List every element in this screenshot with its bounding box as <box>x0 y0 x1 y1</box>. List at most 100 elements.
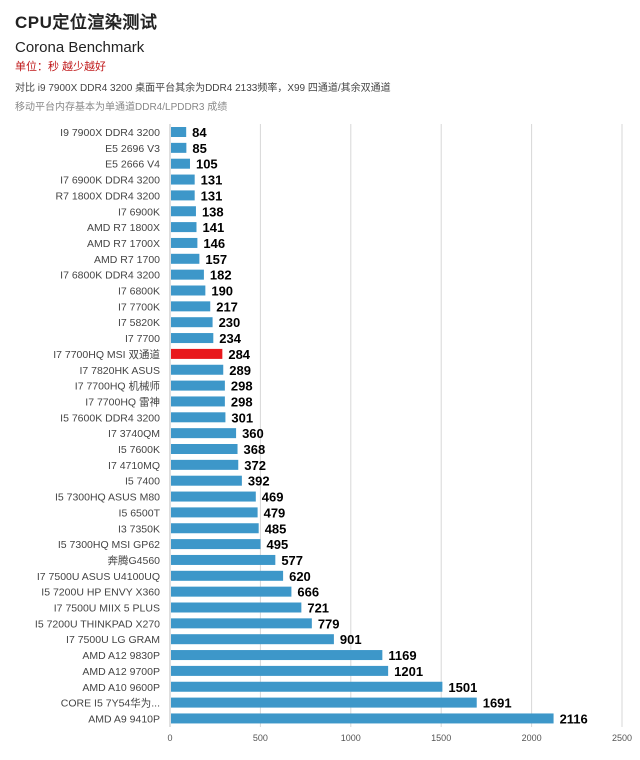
category-label: AMD R7 1700X <box>87 238 160 250</box>
category-label: I7 7700 <box>125 333 160 345</box>
test-note: 对比 i9 7900X DDR4 3200 桌面平台其余为DDR4 2133频率… <box>15 83 391 94</box>
category-label: I7 6900K DDR4 3200 <box>60 175 160 187</box>
value-label: 485 <box>265 521 287 536</box>
value-label: 182 <box>210 268 232 283</box>
value-label: 469 <box>262 490 284 505</box>
category-label: AMD R7 1800X <box>87 222 160 234</box>
bar <box>171 459 239 470</box>
bar <box>171 444 238 454</box>
value-label: 392 <box>248 474 270 489</box>
category-label: AMD A12 9700P <box>82 666 160 678</box>
bar <box>171 523 259 534</box>
value-label: 779 <box>318 616 340 631</box>
category-label: I5 7200U THINKPAD X270 <box>35 618 160 630</box>
chart-header: CPU定位渲染测试 Corona Benchmark 单位：秒 越少越好 对比 … <box>15 8 630 113</box>
value-label: 105 <box>196 157 218 172</box>
value-label: 1691 <box>483 696 512 711</box>
value-label: 298 <box>231 394 253 409</box>
category-label: I7 7820HK ASUS <box>79 365 160 377</box>
bar <box>171 269 204 280</box>
x-tick-label: 2500 <box>612 733 632 743</box>
x-tick-label: 1000 <box>341 733 361 743</box>
category-label: I7 7700HQ 雷神 <box>85 395 160 408</box>
value-label: 372 <box>244 458 266 473</box>
bar <box>171 586 292 597</box>
value-label: 146 <box>203 236 225 251</box>
value-label: 620 <box>289 569 311 584</box>
category-label: AMD A10 9600P <box>82 682 160 694</box>
category-label: I5 7200U HP ENVY X360 <box>41 587 160 599</box>
chart-subtitle: Corona Benchmark <box>15 39 145 56</box>
bar <box>171 253 200 264</box>
value-label: 1169 <box>388 648 416 663</box>
category-label: I7 6800K DDR4 3200 <box>60 270 160 282</box>
category-label: I5 7300HQ ASUS M80 <box>55 492 160 504</box>
category-label: I7 7700HQ MSI 双通道 <box>53 348 160 361</box>
bar <box>171 348 223 359</box>
value-label: 289 <box>229 363 251 378</box>
bar <box>171 570 284 581</box>
value-label: 131 <box>201 188 223 203</box>
value-label: 1501 <box>448 680 477 695</box>
category-label: R7 1800X DDR4 3200 <box>56 190 161 202</box>
category-label: AMD A12 9830P <box>82 650 160 662</box>
value-label: 301 <box>231 410 253 425</box>
bar <box>171 333 214 344</box>
value-label: 2116 <box>560 711 588 726</box>
bar <box>171 317 213 328</box>
value-label: 360 <box>242 426 264 441</box>
bar <box>171 174 195 185</box>
value-label: 85 <box>192 141 206 156</box>
category-label: E5 2696 V3 <box>105 143 160 155</box>
category-label: I7 3740QM <box>108 428 160 440</box>
value-label: 368 <box>244 442 266 457</box>
value-label: 141 <box>202 220 224 235</box>
unit-note: 单位：秒 越少越好 <box>15 61 107 73</box>
bar <box>171 554 276 565</box>
value-label: 217 <box>216 299 238 314</box>
x-tick-label: 0 <box>167 733 172 743</box>
category-label: I5 6500T <box>119 507 161 519</box>
bar <box>171 190 195 201</box>
x-tick-label: 1500 <box>431 733 451 743</box>
value-label: 284 <box>228 347 250 362</box>
bar <box>171 127 187 137</box>
category-label: AMD A9 9410P <box>88 713 160 725</box>
category-label: I5 7400 <box>125 476 160 488</box>
value-label: 234 <box>219 331 241 346</box>
category-label: AMD R7 1700 <box>94 254 160 266</box>
bar <box>171 396 225 407</box>
bar <box>171 697 477 708</box>
bar <box>171 491 256 502</box>
category-label: I7 7500U LG GRAM <box>66 634 160 646</box>
bar <box>171 475 242 486</box>
bar <box>171 206 196 217</box>
x-tick-label: 500 <box>253 733 268 743</box>
value-label: 298 <box>231 379 253 394</box>
category-label: 奔腾G4560 <box>107 554 160 567</box>
value-label: 138 <box>202 204 224 219</box>
bar <box>171 364 224 375</box>
value-label: 84 <box>192 125 207 140</box>
bar <box>171 237 198 248</box>
value-label: 721 <box>307 601 329 616</box>
bar <box>171 222 197 233</box>
bar <box>171 380 225 391</box>
category-label: I7 7700HQ 机械师 <box>75 380 160 393</box>
category-label: I7 6800K <box>118 286 160 298</box>
x-tick-label: 2000 <box>522 733 542 743</box>
bar <box>171 507 258 518</box>
bar <box>171 634 334 645</box>
mobile-note: 移动平台内存基本为单通道DDR4/LPDDR3 成绩 <box>15 102 228 113</box>
category-label: I5 7600K <box>118 444 160 456</box>
bar <box>171 428 237 439</box>
category-label: I7 7500U ASUS U4100UQ <box>37 571 160 583</box>
bar <box>171 602 302 613</box>
category-label: I7 7700K <box>118 301 160 313</box>
category-label: I7 5820K <box>118 317 160 329</box>
value-label: 495 <box>266 537 288 552</box>
bar <box>171 158 190 169</box>
category-label: I5 7600K DDR4 3200 <box>60 412 160 424</box>
category-label: I7 4710MQ <box>108 460 160 472</box>
